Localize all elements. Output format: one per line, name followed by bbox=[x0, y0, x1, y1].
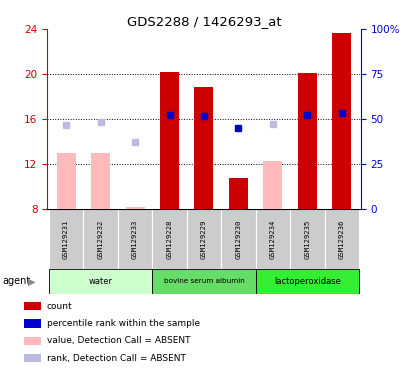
Bar bbox=[186, 209, 221, 269]
Bar bbox=[49, 269, 152, 294]
Bar bbox=[24, 354, 41, 362]
Text: GSM129235: GSM129235 bbox=[303, 219, 310, 259]
Bar bbox=[24, 302, 41, 310]
Text: ▶: ▶ bbox=[28, 276, 35, 286]
Text: GSM129231: GSM129231 bbox=[63, 219, 69, 259]
Bar bbox=[56, 153, 75, 209]
Bar bbox=[24, 319, 41, 328]
Title: GDS2288 / 1426293_at: GDS2288 / 1426293_at bbox=[126, 15, 281, 28]
Bar bbox=[24, 337, 41, 345]
Bar bbox=[221, 209, 255, 269]
Bar bbox=[83, 209, 117, 269]
Bar bbox=[290, 209, 324, 269]
Bar bbox=[152, 269, 255, 294]
Text: GSM129229: GSM129229 bbox=[200, 219, 207, 259]
Text: GSM129233: GSM129233 bbox=[132, 219, 138, 259]
Text: GSM129228: GSM129228 bbox=[166, 219, 172, 259]
Bar bbox=[324, 209, 358, 269]
Text: percentile rank within the sample: percentile rank within the sample bbox=[47, 319, 199, 328]
Text: GSM129230: GSM129230 bbox=[235, 219, 241, 259]
Bar bbox=[194, 88, 213, 209]
Bar bbox=[228, 178, 247, 209]
Bar bbox=[255, 209, 290, 269]
Text: count: count bbox=[47, 302, 72, 311]
Text: water: water bbox=[88, 277, 112, 286]
Text: GSM129232: GSM129232 bbox=[97, 219, 103, 259]
Bar bbox=[297, 73, 316, 209]
Bar bbox=[152, 209, 186, 269]
Text: rank, Detection Call = ABSENT: rank, Detection Call = ABSENT bbox=[47, 354, 185, 362]
Text: GSM129236: GSM129236 bbox=[338, 219, 344, 259]
Bar bbox=[332, 33, 351, 209]
Text: value, Detection Call = ABSENT: value, Detection Call = ABSENT bbox=[47, 336, 190, 345]
Bar bbox=[91, 153, 110, 209]
Bar bbox=[125, 207, 144, 209]
Bar bbox=[160, 72, 179, 209]
Bar bbox=[263, 161, 282, 209]
Text: agent: agent bbox=[2, 276, 30, 286]
Bar bbox=[117, 209, 152, 269]
Bar bbox=[49, 209, 83, 269]
Text: GSM129234: GSM129234 bbox=[269, 219, 275, 259]
Text: lactoperoxidase: lactoperoxidase bbox=[273, 277, 340, 286]
Bar bbox=[255, 269, 358, 294]
Text: bovine serum albumin: bovine serum albumin bbox=[163, 278, 244, 284]
